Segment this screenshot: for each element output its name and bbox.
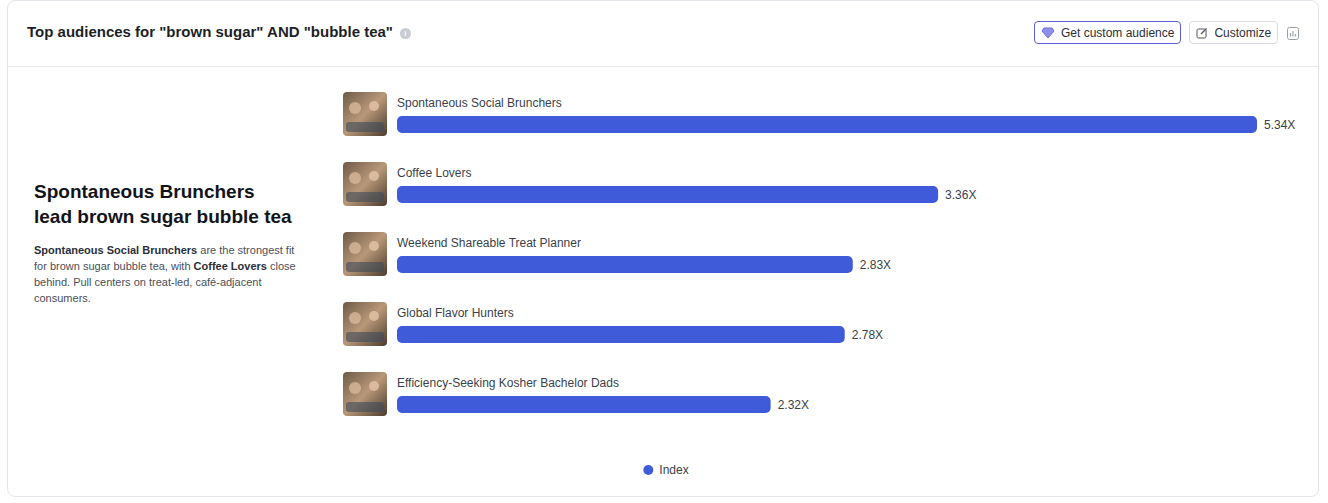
bar bbox=[397, 116, 1257, 133]
data-label: 2.83X bbox=[860, 258, 891, 272]
chart: Spontaneous Social Brunchers 5.34X Coffee … bbox=[0, 0, 1328, 503]
button-label: Get custom audience bbox=[1061, 26, 1174, 40]
bar bbox=[397, 186, 938, 203]
title-text: Top audiences for "brown sugar" AND "bub… bbox=[27, 23, 393, 40]
data-label: 2.78X bbox=[852, 328, 883, 342]
bar bbox=[397, 326, 845, 343]
button-label: Customize bbox=[1214, 26, 1271, 40]
summary-segment: Coffee Lovers bbox=[194, 260, 267, 272]
thumbnail bbox=[343, 92, 387, 136]
info-icon[interactable]: i bbox=[400, 28, 411, 39]
bar bbox=[397, 256, 853, 273]
category-label: Spontaneous Social Brunchers bbox=[397, 96, 562, 110]
data-label: 3.36X bbox=[945, 188, 976, 202]
thumbnail bbox=[343, 162, 387, 206]
chart-title: Top audiences for "brown sugar" AND "bub… bbox=[27, 23, 411, 40]
customize-button[interactable]: Customize bbox=[1189, 21, 1278, 44]
data-label: 2.32X bbox=[778, 398, 809, 412]
card: Top audiences for "brown sugar" AND "bub… bbox=[7, 0, 1319, 497]
category-label: Global Flavor Hunters bbox=[397, 306, 514, 320]
custom-audience-button[interactable]: Get custom audience bbox=[1034, 21, 1181, 44]
labels: Spontaneous Social Brunchers 5.34X Coffee … bbox=[343, 92, 1295, 416]
edit-icon bbox=[1196, 27, 1208, 39]
bar bbox=[397, 396, 771, 413]
header: Top audiences for "brown sugar" AND "bub… bbox=[8, 1, 1318, 67]
summary-segment: Spontaneous Social Brunchers bbox=[34, 244, 197, 256]
legend-swatch bbox=[643, 465, 653, 475]
headline: Spontaneous Brunchers lead brown sugar b… bbox=[34, 179, 296, 229]
bars bbox=[397, 116, 1257, 413]
data-label: 5.34X bbox=[1264, 118, 1295, 132]
summary: Spontaneous Brunchers lead brown sugar b… bbox=[34, 179, 296, 306]
thumbnail bbox=[343, 372, 387, 416]
chart-icon[interactable] bbox=[1287, 26, 1299, 44]
summary-body: Spontaneous Social Brunchers are the str… bbox=[34, 242, 296, 306]
legend: Index bbox=[643, 463, 688, 477]
category-label: Weekend Shareable Treat Planner bbox=[397, 236, 581, 250]
category-label: Coffee Lovers bbox=[397, 166, 472, 180]
thumbnail bbox=[343, 302, 387, 346]
category-label: Efficiency-Seeking Kosher Bachelor Dads bbox=[397, 376, 619, 390]
diamond-icon bbox=[1041, 27, 1055, 39]
legend-label: Index bbox=[659, 463, 688, 477]
thumbnail bbox=[343, 232, 387, 276]
